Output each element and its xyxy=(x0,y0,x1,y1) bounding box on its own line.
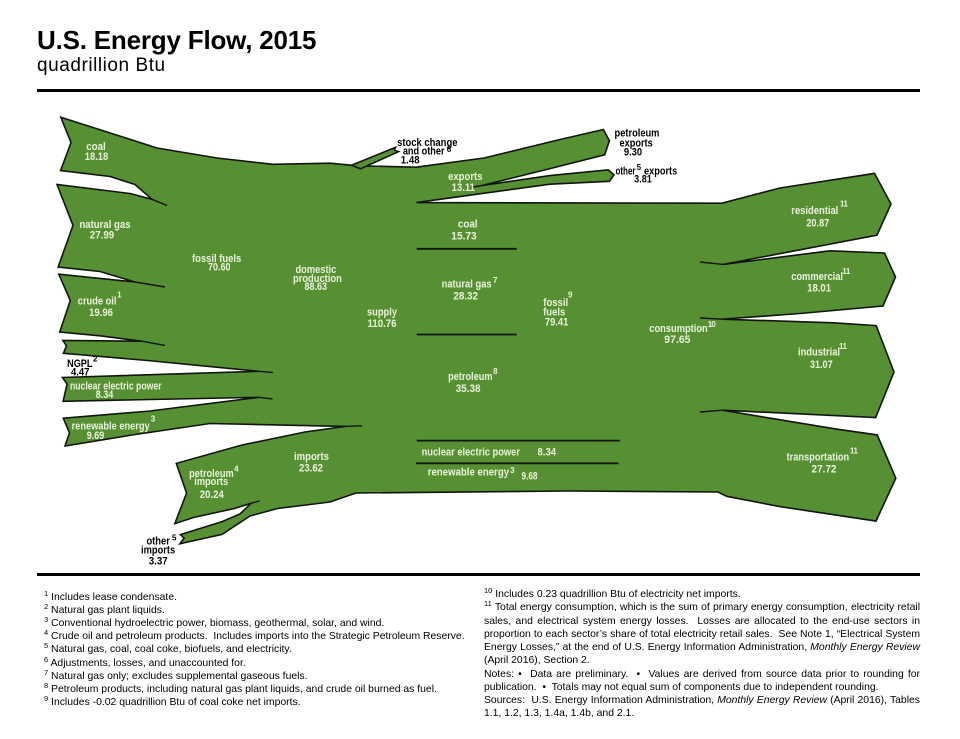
svg-text:other: other xyxy=(146,536,170,548)
svg-text:fossil fuels: fossil fuels xyxy=(192,253,241,265)
svg-text:8.34: 8.34 xyxy=(96,389,115,401)
svg-text:5: 5 xyxy=(637,163,642,172)
svg-text:stock change: stock change xyxy=(397,137,457,149)
svg-text:renewable energy: renewable energy xyxy=(72,421,151,433)
svg-text:5: 5 xyxy=(172,533,177,542)
svg-text:18.01: 18.01 xyxy=(807,283,831,295)
svg-text:petroleum: petroleum xyxy=(189,468,234,480)
svg-text:11: 11 xyxy=(850,447,859,456)
svg-text:supply: supply xyxy=(367,307,398,319)
svg-text:imports: imports xyxy=(141,545,175,557)
svg-text:3: 3 xyxy=(510,466,515,475)
svg-text:and other: and other xyxy=(403,146,445,158)
svg-text:imports: imports xyxy=(194,476,228,488)
svg-text:35.38: 35.38 xyxy=(456,383,481,395)
svg-text:11: 11 xyxy=(840,200,849,209)
svg-text:2: 2 xyxy=(93,354,98,363)
svg-text:3: 3 xyxy=(151,415,156,424)
svg-text:13.11: 13.11 xyxy=(452,182,475,194)
svg-text:fossil: fossil xyxy=(543,297,568,309)
svg-text:9: 9 xyxy=(568,291,573,300)
svg-text:27.72: 27.72 xyxy=(812,464,837,476)
svg-text:31.07: 31.07 xyxy=(810,359,833,371)
svg-text:nuclear electric power: nuclear electric power xyxy=(70,380,162,392)
svg-text:20.87: 20.87 xyxy=(806,218,829,230)
svg-text:NGPL: NGPL xyxy=(67,358,93,370)
svg-text:fuels: fuels xyxy=(543,306,565,318)
svg-text:9.30: 9.30 xyxy=(624,147,642,159)
svg-text:9.69: 9.69 xyxy=(87,430,105,442)
svg-text:6: 6 xyxy=(447,145,452,154)
svg-text:commercial: commercial xyxy=(791,271,843,283)
svg-text:coal: coal xyxy=(86,141,106,153)
svg-text:domestic: domestic xyxy=(296,264,337,276)
svg-text:3.37: 3.37 xyxy=(149,556,168,568)
svg-text:7: 7 xyxy=(493,276,498,285)
svg-text:renewable energy: renewable energy xyxy=(428,467,510,479)
svg-text:other: other xyxy=(615,165,636,177)
svg-text:production: production xyxy=(293,273,342,285)
svg-text:3.81: 3.81 xyxy=(634,173,652,185)
svg-text:19.96: 19.96 xyxy=(89,307,113,319)
svg-text:residential: residential xyxy=(791,205,838,217)
svg-text:nuclear electric power: nuclear electric power xyxy=(422,447,521,459)
svg-text:industrial: industrial xyxy=(798,346,840,358)
svg-text:transportation: transportation xyxy=(787,452,850,464)
svg-text:10: 10 xyxy=(708,320,717,329)
svg-text:coal: coal xyxy=(458,218,478,230)
svg-text:consumption: consumption xyxy=(649,323,708,335)
svg-text:crude oil: crude oil xyxy=(78,295,117,307)
svg-text:88.63: 88.63 xyxy=(305,281,328,293)
svg-text:4: 4 xyxy=(234,465,239,474)
svg-text:28.32: 28.32 xyxy=(453,291,478,303)
svg-text:110.76: 110.76 xyxy=(368,318,397,330)
svg-text:23.62: 23.62 xyxy=(299,463,323,475)
svg-text:imports: imports xyxy=(294,451,329,463)
svg-text:petroleum: petroleum xyxy=(615,127,660,139)
svg-text:11: 11 xyxy=(842,267,851,276)
svg-text:exports: exports xyxy=(620,138,653,150)
svg-text:27.99: 27.99 xyxy=(90,230,114,242)
svg-text:20.24: 20.24 xyxy=(200,489,225,501)
svg-text:4.47: 4.47 xyxy=(71,367,90,379)
svg-text:8: 8 xyxy=(493,367,498,376)
svg-text:1.48: 1.48 xyxy=(401,154,420,166)
svg-text:natural gas: natural gas xyxy=(79,219,130,231)
svg-text:petroleum: petroleum xyxy=(448,371,493,383)
svg-text:70.60: 70.60 xyxy=(208,261,231,273)
svg-text:exports: exports xyxy=(448,171,482,183)
svg-text:9.68: 9.68 xyxy=(522,471,538,483)
svg-text:exports: exports xyxy=(644,165,677,177)
svg-text:15.73: 15.73 xyxy=(451,231,476,243)
svg-text:8.34: 8.34 xyxy=(538,447,557,459)
svg-text:79.41: 79.41 xyxy=(545,316,568,328)
svg-text:18.18: 18.18 xyxy=(85,151,109,163)
svg-text:natural gas: natural gas xyxy=(442,279,492,291)
svg-text:97.65: 97.65 xyxy=(664,334,690,346)
svg-text:11: 11 xyxy=(839,342,848,351)
svg-text:1: 1 xyxy=(117,291,122,300)
